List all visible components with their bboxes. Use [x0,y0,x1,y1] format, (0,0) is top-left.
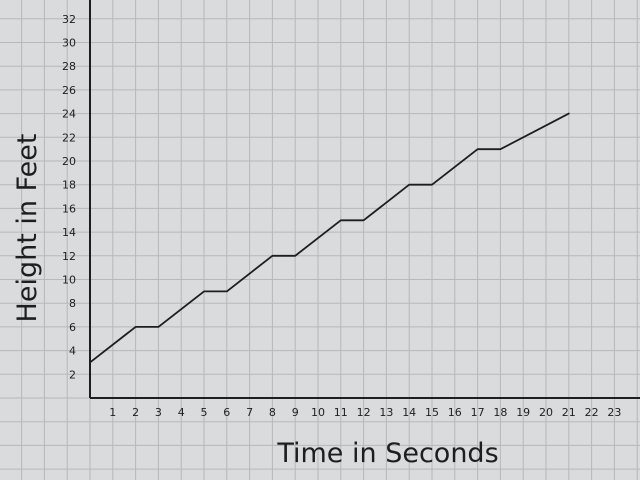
y-tick-label: 18 [62,179,76,192]
x-tick-label: 12 [357,406,371,419]
y-tick-label: 24 [62,108,76,121]
x-tick-label: 18 [493,406,507,419]
x-tick-label: 8 [269,406,276,419]
x-axis-title: Time in Seconds [276,438,498,469]
y-axis-title: Height in Feet [12,134,43,323]
y-tick-label: 2 [69,368,76,381]
x-tick-label: 23 [607,406,621,419]
y-tick-label: 8 [69,297,76,310]
y-tick-label: 12 [62,250,76,263]
x-tick-label: 11 [334,406,348,419]
x-tick-label: 9 [292,406,299,419]
x-tick-label: 13 [379,406,393,419]
series-line [89,112,570,364]
x-tick-label: 16 [448,406,462,419]
series-layer [89,112,570,364]
y-tick-label: 22 [62,131,76,144]
y-tick-label: 6 [69,321,76,334]
y-tick-label: 30 [62,37,76,50]
y-tick-label: 14 [62,226,76,239]
x-tick-label: 10 [311,406,325,419]
x-tick-label: 3 [155,406,162,419]
x-tick-labels: 1 2 3 4 5 6 7 8 9 10 11 12 13 14 15 16 17 18 19 20 21 22 23 [109,406,621,419]
x-tick-label: 22 [585,406,599,419]
x-tick-label: 6 [223,406,230,419]
x-tick-label: 19 [516,406,530,419]
x-tick-label: 5 [201,406,208,419]
y-tick-label: 26 [62,84,76,97]
y-tick-label: 16 [62,202,76,215]
x-tick-label: 4 [178,406,185,419]
x-tick-label: 2 [132,406,139,419]
y-tick-label: 10 [62,274,76,287]
x-tick-label: 7 [246,406,253,419]
x-tick-label: 21 [562,406,576,419]
y-tick-label: 32 [62,13,76,26]
y-tick-label: 20 [62,155,76,168]
x-tick-label: 15 [425,406,439,419]
x-tick-label: 17 [471,406,485,419]
x-tick-label: 1 [109,406,116,419]
y-tick-label: 28 [62,60,76,73]
x-tick-label: 20 [539,406,553,419]
axes [89,0,640,399]
x-tick-label: 14 [402,406,416,419]
y-tick-label: 4 [69,345,76,358]
